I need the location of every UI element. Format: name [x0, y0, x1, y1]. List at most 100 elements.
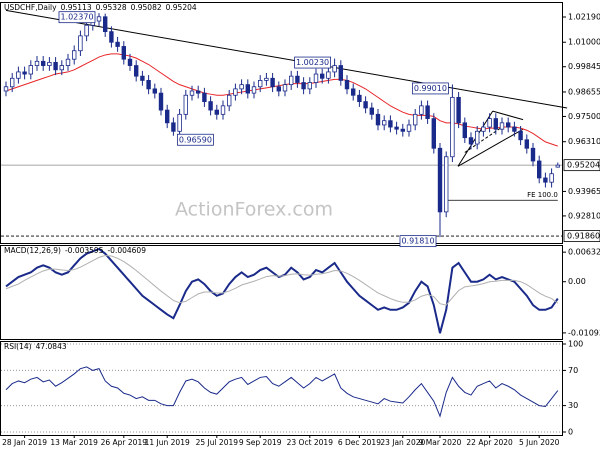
y-tick-label: 0.92810 [568, 211, 600, 220]
panel-frame [0, 245, 563, 340]
candle-body [270, 77, 275, 88]
header-value: 0.95328 [96, 3, 127, 12]
candle-body [419, 105, 424, 115]
rsi-line [5, 366, 559, 418]
header-title: MACD(12,26,9) [4, 246, 61, 255]
signal-line [5, 255, 559, 306]
candle-body [146, 80, 151, 90]
candle-body [543, 177, 548, 183]
candle-body [499, 122, 505, 130]
candle-body [22, 71, 27, 75]
candle-body [512, 126, 517, 132]
candle-body [251, 86, 257, 94]
x-tick-label: 26 Apr 2019 [101, 438, 148, 447]
candle-body [245, 84, 250, 94]
candle-body [537, 160, 542, 179]
annotation-label: 1.00230 [296, 58, 329, 67]
candle-body [233, 88, 238, 96]
y-tick-label: 1.02190 [568, 12, 600, 21]
panel-header: RSI(14) 47.0843 [4, 342, 67, 351]
candle-body [109, 31, 114, 43]
candle-body [53, 61, 58, 71]
header-value: 47.0843 [36, 342, 67, 351]
candle-body [239, 84, 244, 90]
x-tick-label: 28 Jan 2019 [2, 438, 47, 447]
candle-body [264, 77, 269, 81]
annotation-label: 0.91810 [401, 237, 434, 246]
candle-body [350, 88, 356, 96]
candle-body [524, 139, 529, 149]
annotation-label: 0.96590 [179, 135, 212, 144]
candle-body [462, 122, 467, 139]
candle-body [363, 101, 368, 109]
y-tick-label: 70 [568, 366, 578, 375]
y-tick-label: 0.99845 [568, 62, 600, 71]
y-tick-label: -0.010939 [568, 328, 600, 337]
candle-body [375, 113, 381, 126]
candle-body [195, 90, 201, 94]
candle-body [208, 101, 213, 111]
trendline [5, 9, 568, 109]
header-value: 0.95082 [131, 3, 162, 12]
candle-body [313, 73, 319, 83]
candle-body [549, 173, 554, 183]
candle-body [295, 75, 300, 83]
candle-body [202, 92, 207, 103]
candle-body [140, 75, 145, 81]
candle-body [357, 94, 362, 103]
x-tick-label: 23 Oct 2019 [287, 438, 334, 447]
x-tick-label: 23 Jan 2020 [380, 438, 425, 447]
x-tick-label: 22 Apr 2020 [466, 438, 513, 447]
axis-label: 0.91860 [567, 232, 600, 241]
candle-body [326, 71, 331, 79]
candle-body [59, 65, 64, 71]
candle-body [282, 84, 288, 92]
candle-body [183, 94, 188, 115]
candle-body [28, 65, 33, 75]
candle-body [103, 16, 108, 33]
candle-body [65, 58, 71, 66]
header-value: -0.004609 [107, 246, 146, 255]
y-tick-label: 0 [568, 428, 573, 437]
annotation-label: 0.99010 [414, 84, 447, 93]
candle-body [288, 75, 294, 86]
candle-body [474, 130, 480, 145]
candle-body [319, 73, 325, 79]
candle-body [3, 86, 9, 92]
candle-body [530, 147, 536, 162]
candle-body [481, 126, 486, 132]
x-tick-label: 5 Jun 2020 [519, 438, 560, 447]
candle-body [78, 35, 83, 52]
candle-body [338, 65, 343, 81]
candle-body [344, 80, 350, 90]
candle-body [84, 24, 89, 37]
candle-body [505, 122, 511, 128]
candle-body [226, 94, 232, 107]
y-tick-label: 0.98655 [568, 87, 600, 96]
panel-header: USDCHF,Daily 0.95113 0.95328 0.95082 0.95204 [4, 3, 197, 12]
x-tick-label: 11 Jun 2019 [145, 438, 190, 447]
candle-body [518, 130, 523, 141]
candle-body [133, 65, 139, 77]
header-value: 0.95204 [166, 3, 197, 12]
annotation-box [399, 235, 437, 248]
y-tick-label: 0.93965 [568, 187, 600, 196]
candle-body [406, 124, 412, 132]
candle-body [487, 118, 492, 128]
annotation-label: 1.02370 [60, 13, 93, 22]
fe-label: FE 100.0 [527, 191, 558, 199]
candle-body [468, 137, 474, 145]
annotation-box [294, 56, 332, 69]
candle-body [257, 80, 263, 88]
x-tick-label: 13 Mar 2019 [50, 438, 98, 447]
trendline [457, 128, 524, 167]
panel-frame [0, 341, 563, 436]
candle-body [400, 128, 405, 132]
annotation-box [176, 133, 214, 146]
y-tick-label: 30 [568, 401, 578, 410]
panel-frame [0, 2, 563, 244]
candle-body [47, 61, 52, 66]
y-tick-label: 0.96310 [568, 137, 600, 146]
candle-body [41, 60, 46, 66]
